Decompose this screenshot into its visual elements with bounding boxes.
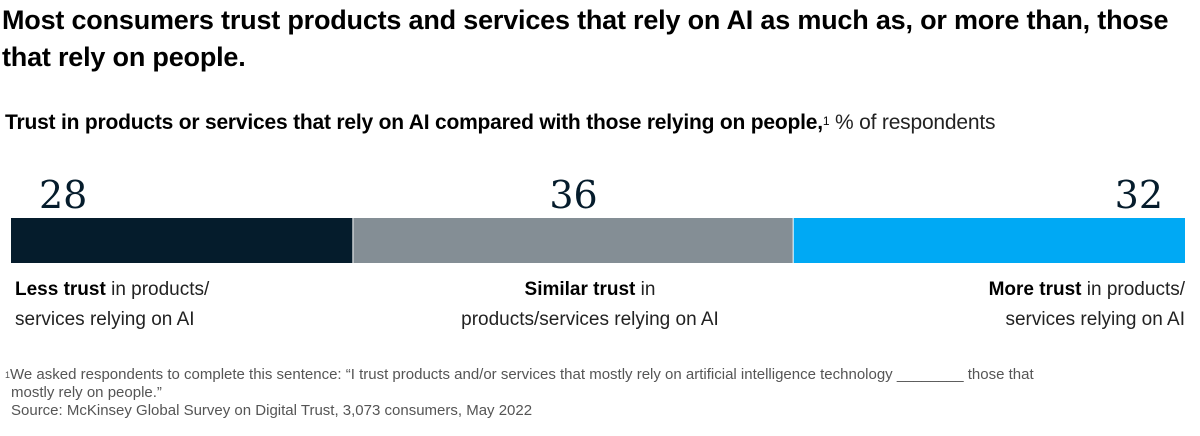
stacked-bar-chart: 28 36 32 — [11, 173, 1185, 263]
segment-label-more-trust: More trust in products/ services relying… — [989, 275, 1185, 335]
data-label-similar-trust: 36 — [549, 173, 597, 217]
bar-segment-less-trust — [11, 218, 353, 263]
segment-label-line2: products/services relying on AI — [461, 309, 719, 330]
unit-label: % of respondents — [829, 111, 996, 134]
footnote-marker: 1 — [822, 114, 830, 128]
segment-label-bold: More trust — [988, 279, 1082, 300]
footnote-text-cont: mostly rely on people.” — [11, 384, 162, 401]
segment-label-line2: services relying on AI — [1005, 309, 1185, 330]
data-label-less-trust: 28 — [39, 173, 87, 217]
footnote-text: We asked respondents to complete this se… — [10, 366, 1034, 383]
segment-label-rest: in products/ — [105, 279, 210, 300]
footnote-marker: 1 — [5, 370, 11, 380]
chart-title: Most consumers trust products and servic… — [2, 5, 1169, 72]
segment-label-rest: in — [635, 279, 656, 300]
subtitle-text: Trust in products or services that rely … — [5, 111, 823, 134]
bar-segment-similar-trust — [353, 218, 793, 263]
data-label-more-trust: 32 — [1115, 173, 1163, 217]
segment-label-less-trust: Less trust in products/ services relying… — [15, 275, 209, 335]
bar-segment-more-trust — [793, 218, 1185, 263]
footnotes: 1We asked respondents to complete this s… — [5, 366, 1195, 420]
segment-label-bold: Similar trust — [524, 279, 636, 300]
segment-label-bold: Less trust — [15, 279, 106, 300]
chart-subtitle: Trust in products or services that rely … — [5, 109, 1200, 137]
source-note: Source: McKinsey Global Survey on Digita… — [11, 402, 533, 419]
segment-label-rest: in products/ — [1081, 279, 1185, 300]
segment-label-line2: services relying on AI — [15, 309, 195, 330]
segment-label-similar-trust: Similar trust in products/services relyi… — [420, 275, 760, 335]
